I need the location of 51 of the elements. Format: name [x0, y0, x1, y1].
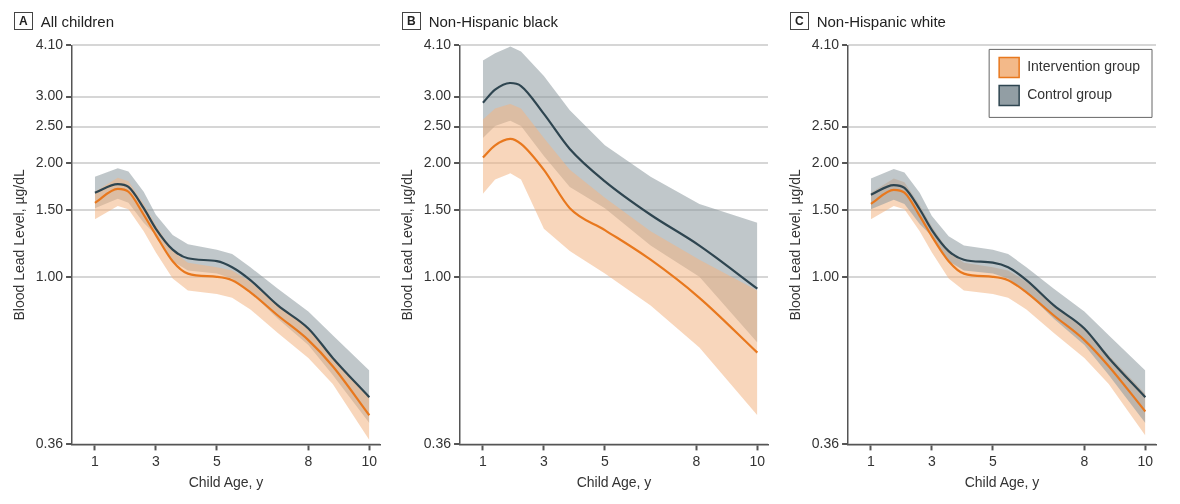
y-tick-label: 4.10	[35, 36, 64, 53]
y-tick-label: 1.00	[35, 267, 64, 284]
x-tick-label: 3	[928, 452, 936, 469]
y-tick-label: 2.00	[35, 154, 64, 170]
y-tick-label: 1.50	[35, 201, 64, 218]
y-tick-label: 2.00	[423, 154, 452, 170]
chart-title: Non-Hispanic white	[816, 12, 946, 30]
y-tick-label: 0.36	[423, 435, 452, 452]
y-axis-title: Blood Lead Level, µg/dL	[399, 169, 416, 321]
x-tick-label: 1	[867, 452, 876, 469]
y-tick-label: 1.50	[811, 201, 840, 218]
x-tick-label: 5	[600, 452, 609, 469]
x-axis-title: Child Age, y	[576, 474, 652, 491]
y-tick-label: 2.50	[423, 117, 452, 134]
y-tick-label: 4.10	[423, 36, 452, 53]
x-tick-label: 3	[540, 452, 548, 469]
x-tick-label: 10	[749, 452, 766, 469]
y-tick-label: 1.50	[423, 201, 452, 218]
y-tick-label: 2.50	[35, 117, 64, 134]
y-tick-label: 2.50	[811, 117, 840, 134]
chart-title: All children	[40, 12, 115, 30]
y-tick-label: 3.00	[35, 87, 64, 104]
x-tick-label: 10	[361, 452, 378, 469]
y-tick-label: 1.00	[423, 267, 452, 284]
y-tick-label: 0.36	[811, 435, 840, 452]
y-tick-label: 3.00	[423, 87, 452, 104]
x-tick-label: 5	[988, 452, 997, 469]
x-axis-title: Child Age, y	[188, 474, 264, 491]
x-tick-label: 1	[479, 452, 488, 469]
x-tick-label: 8	[1080, 452, 1089, 469]
y-tick-label: 1.00	[811, 267, 840, 284]
x-axis-title: Child Age, y	[964, 474, 1040, 491]
y-axis-title: Blood Lead Level, µg/dL	[787, 169, 804, 321]
line-series	[481, 81, 759, 290]
text: A	[14, 12, 33, 30]
text: B	[402, 12, 421, 30]
x-tick-label: 8	[304, 452, 313, 469]
x-tick-label: 8	[692, 452, 701, 469]
x-tick-label: 5	[212, 452, 221, 469]
x-tick-label: 10	[1137, 452, 1154, 469]
y-axis-title: Blood Lead Level, µg/dL	[11, 169, 28, 321]
line-series	[481, 137, 759, 354]
chart-title: Non-Hispanic black	[428, 12, 558, 30]
x-tick-label: 1	[91, 452, 100, 469]
legend-label: Control group	[1027, 86, 1113, 103]
y-tick-label: 0.36	[35, 435, 64, 452]
y-tick-label: 2.00	[811, 154, 840, 170]
x-tick-label: 3	[152, 452, 160, 469]
legend-label: Intervention group	[1027, 58, 1141, 75]
y-tick-label: 4.10	[811, 36, 840, 53]
text: C	[790, 12, 809, 30]
